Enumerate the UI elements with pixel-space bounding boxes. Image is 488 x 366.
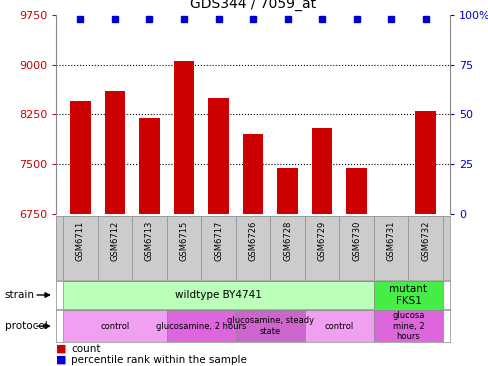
Text: GSM6715: GSM6715 bbox=[179, 221, 188, 261]
Text: percentile rank within the sample: percentile rank within the sample bbox=[71, 355, 246, 365]
Bar bbox=[414, 111, 435, 214]
Bar bbox=[139, 118, 160, 214]
Bar bbox=[242, 134, 263, 214]
Text: GSM6732: GSM6732 bbox=[420, 221, 429, 261]
Text: ■: ■ bbox=[56, 355, 66, 365]
Text: wildtype BY4741: wildtype BY4741 bbox=[175, 290, 262, 300]
Text: mutant
FKS1: mutant FKS1 bbox=[388, 284, 427, 306]
Bar bbox=[63, 281, 373, 309]
Bar bbox=[304, 310, 373, 342]
Text: GSM6713: GSM6713 bbox=[144, 221, 154, 261]
Text: strain: strain bbox=[5, 290, 35, 300]
Bar bbox=[208, 98, 228, 214]
Bar bbox=[235, 310, 304, 342]
Text: glucosa
mine, 2
hours: glucosa mine, 2 hours bbox=[391, 311, 424, 341]
Text: GSM6731: GSM6731 bbox=[386, 221, 395, 261]
Text: control: control bbox=[100, 322, 129, 330]
Text: GSM6730: GSM6730 bbox=[351, 221, 361, 261]
Bar bbox=[277, 168, 297, 214]
Title: GDS344 / 7059_at: GDS344 / 7059_at bbox=[190, 0, 315, 11]
Bar bbox=[346, 168, 366, 214]
Bar bbox=[104, 91, 125, 214]
Text: count: count bbox=[71, 344, 100, 354]
Text: glucosamine, steady
state: glucosamine, steady state bbox=[226, 316, 313, 336]
Bar bbox=[373, 310, 442, 342]
Text: GSM6712: GSM6712 bbox=[110, 221, 119, 261]
Text: protocol: protocol bbox=[5, 321, 47, 331]
Text: GSM6717: GSM6717 bbox=[214, 221, 223, 261]
Bar bbox=[173, 61, 194, 214]
Text: GSM6726: GSM6726 bbox=[248, 221, 257, 261]
Text: GSM6711: GSM6711 bbox=[76, 221, 85, 261]
Text: glucosamine, 2 hours: glucosamine, 2 hours bbox=[156, 322, 246, 330]
Bar bbox=[70, 101, 91, 214]
Bar bbox=[63, 310, 166, 342]
Text: control: control bbox=[324, 322, 353, 330]
Bar bbox=[373, 281, 442, 309]
Bar bbox=[311, 128, 332, 214]
Text: GSM6728: GSM6728 bbox=[283, 221, 291, 261]
Text: GSM6729: GSM6729 bbox=[317, 221, 326, 261]
Bar bbox=[166, 310, 235, 342]
Text: ■: ■ bbox=[56, 344, 66, 354]
